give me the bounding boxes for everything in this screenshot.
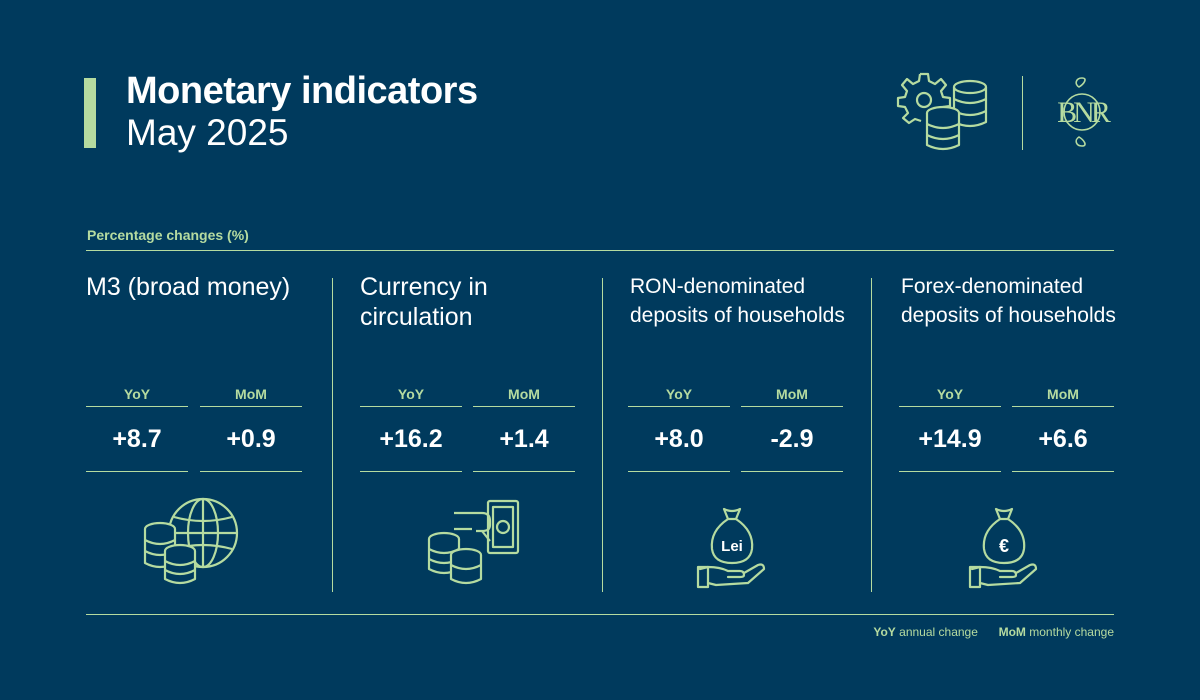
yoy-label: YoY [665,386,693,402]
metric-rule [899,471,1001,472]
yoy-label: YoY [936,386,964,402]
coins-globe-icon [143,497,239,585]
page-title: Monetary indicators [126,70,478,112]
mom-metric: MoM +6.6 [1012,382,1114,472]
metric-rule [899,406,1001,407]
page-subtitle: May 2025 [126,112,289,153]
top-divider [86,250,1114,251]
indicator-name: Currency in circulation [360,273,488,331]
legend-mom-abbr: MoM [998,625,1026,639]
mom-value: -2.9 [770,425,814,453]
lei-money-bag-hand-icon: Lei [696,507,766,589]
metric-rule [1012,471,1114,472]
title-accent-bar [84,78,96,148]
metric-rule [86,406,188,407]
yoy-metric: YoY +8.0 [628,382,730,472]
mom-metric: MoM -2.9 [741,382,843,472]
logo-divider [1022,76,1023,150]
metric-rule [200,471,302,472]
metric-rule [473,471,575,472]
indicator-name: RON-denominated deposits of households [630,275,845,327]
mom-label: MoM [776,386,808,402]
indicator-name: M3 (broad money) [86,273,291,301]
metric-rule [741,406,843,407]
mom-label: MoM [235,386,267,402]
euro-money-bag-hand-icon: € [968,507,1038,589]
yoy-value: +8.7 [112,425,162,453]
legend-yoy-abbr: YoY [873,625,896,639]
metric-rule [473,406,575,407]
legend-mom-text: monthly change [1029,625,1114,639]
yoy-value: +14.9 [918,425,982,453]
mom-label: MoM [1047,386,1079,402]
mom-value: +0.9 [226,425,276,453]
bottom-divider [86,614,1114,615]
mom-metric: MoM +1.4 [473,382,575,472]
yoy-label: YoY [397,386,425,402]
mom-label: MoM [508,386,540,402]
bnr-monogram-logo: BNR [1057,77,1115,147]
yoy-metric: YoY +8.7 [86,382,188,472]
column-divider [332,278,333,592]
section-label: Percentage changes (%) [87,227,249,243]
mom-metric: MoM +0.9 [200,382,302,472]
gear-coins-icon [896,72,988,151]
yoy-value: +8.0 [654,425,704,453]
coins-banknote-hand-icon [427,499,520,585]
yoy-metric: YoY +14.9 [899,382,1001,472]
bnr-logo-letters: BNR [1057,96,1111,129]
column-divider [871,278,872,592]
yoy-metric: YoY +16.2 [360,382,462,472]
euro-label: € [999,536,1009,556]
metric-rule [200,406,302,407]
metric-rule [1012,406,1114,407]
metric-rule [86,471,188,472]
yoy-value: +16.2 [379,425,443,453]
mom-value: +1.4 [499,425,549,453]
legend-yoy-text: annual change [899,625,978,639]
legend: YoY annual change MoM monthly change [873,625,1114,639]
metric-rule [360,406,462,407]
metric-rule [360,471,462,472]
mom-value: +6.6 [1038,425,1088,453]
metric-rule [628,471,730,472]
metric-rule [741,471,843,472]
column-divider [602,278,603,592]
lei-label: Lei [721,538,743,555]
yoy-label: YoY [123,386,151,402]
indicator-name: Forex-denominated deposits of households [901,275,1116,327]
metric-rule [628,406,730,407]
